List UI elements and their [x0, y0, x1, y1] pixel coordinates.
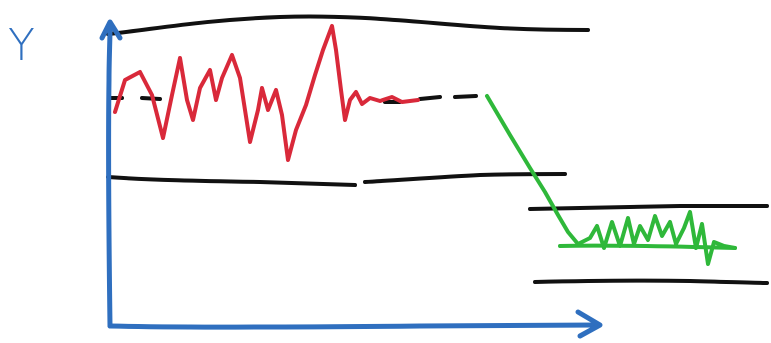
x-axis-line	[107, 322, 601, 330]
axes	[99, 19, 603, 339]
upper-limit-line-right	[528, 203, 769, 211]
green-signal-line	[485, 94, 737, 266]
y-axis-line	[106, 25, 113, 329]
dashed-center-line	[108, 94, 478, 104]
green-signal-baseline	[558, 243, 737, 250]
lower-limit-line-left-b	[363, 172, 567, 184]
upper-limit-line-left	[106, 14, 590, 36]
y-axis-arrowhead	[99, 19, 123, 41]
y-axis-label: Y	[8, 20, 35, 71]
x-axis-arrowhead	[575, 309, 603, 339]
center-dash-5	[453, 94, 478, 99]
red-signal-line	[113, 24, 420, 162]
control-limit-lines	[106, 14, 769, 285]
lower-limit-line-right	[533, 278, 769, 285]
center-dash-4	[418, 95, 442, 101]
lower-limit-line-left	[106, 175, 357, 187]
